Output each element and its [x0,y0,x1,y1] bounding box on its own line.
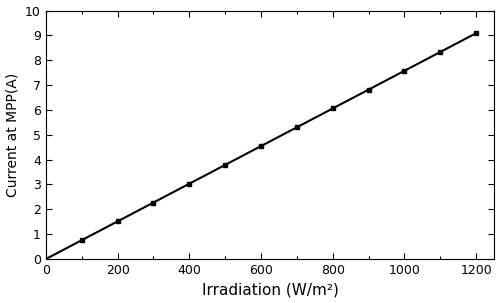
X-axis label: Irradiation (W/m²): Irradiation (W/m²) [202,282,338,298]
Y-axis label: Current at MPP(A): Current at MPP(A) [6,73,20,197]
